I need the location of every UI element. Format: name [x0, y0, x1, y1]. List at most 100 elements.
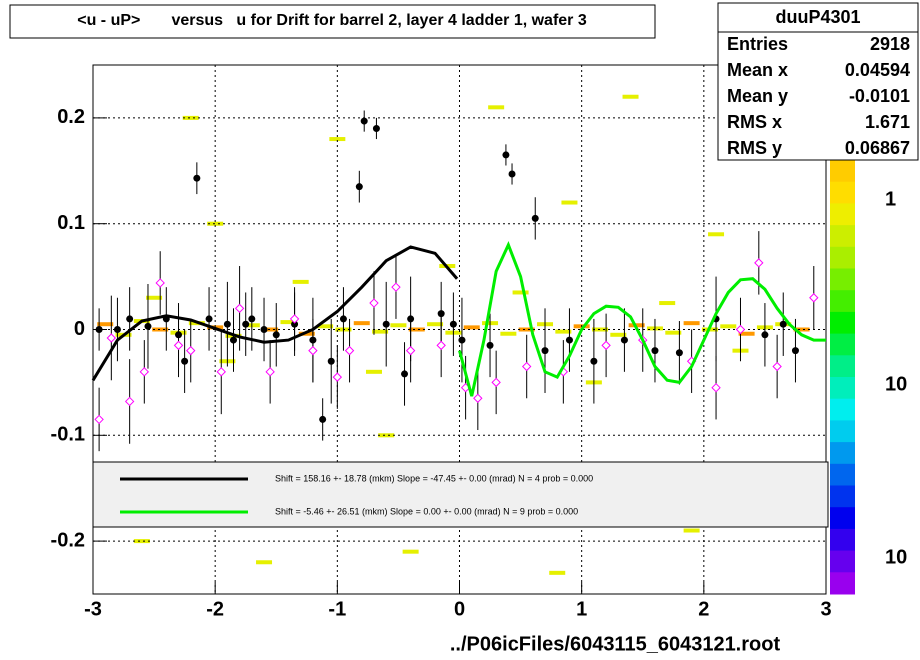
y-tick-label: -0.2	[51, 529, 85, 551]
stats-value: 0.04594	[845, 60, 910, 80]
histogram-cell	[659, 301, 676, 306]
histogram-cell	[182, 115, 199, 120]
data-point	[675, 349, 683, 357]
palette-cell	[830, 420, 855, 443]
histogram-cell	[561, 200, 578, 205]
histogram-cell	[207, 221, 224, 226]
data-point	[735, 324, 746, 335]
chart-title: <u - uP> versus u for Drift for barrel 2…	[77, 12, 587, 29]
data-point	[242, 320, 250, 328]
stats: Entries 2918 Mean x 0.04594 Mean y -0.0101 RMS…	[727, 34, 910, 158]
palette-cell	[830, 377, 855, 400]
histogram-cell	[262, 327, 279, 332]
palette-cell	[830, 355, 855, 378]
data-point	[229, 336, 237, 344]
palette-cell	[830, 290, 855, 313]
data-point	[181, 357, 189, 365]
data-point	[265, 367, 275, 377]
histogram-cell	[146, 295, 163, 300]
histogram-cell	[683, 528, 700, 533]
data-point	[391, 282, 401, 292]
stats-label: Entries	[727, 34, 788, 54]
histogram-cell	[549, 570, 566, 575]
data-point	[508, 170, 516, 178]
palette: 1 10 10	[830, 160, 907, 595]
stats-title: duuP4301	[775, 7, 860, 27]
x-tick-label: 0	[454, 598, 465, 620]
legend-label: Shift = 158.16 +- 18.78 (mkm) Slope = -4…	[275, 473, 593, 483]
histogram-cell	[317, 324, 334, 329]
x-tick-label: 2	[698, 598, 709, 620]
histogram-cell	[329, 137, 346, 142]
data-point	[761, 331, 769, 339]
histogram-cell	[402, 549, 419, 554]
data-point	[436, 340, 446, 351]
data-point	[486, 341, 494, 349]
palette-cell	[830, 507, 855, 530]
x-tick-label: 3	[820, 598, 831, 620]
histogram-cell	[738, 331, 755, 336]
histogram-cell	[133, 539, 150, 544]
data-point	[369, 298, 379, 308]
data-point	[289, 314, 300, 324]
palette-cell	[830, 528, 855, 552]
histogram-cell	[353, 321, 370, 326]
data-point	[651, 347, 659, 355]
data-point	[260, 326, 268, 333]
histogram-cell	[512, 290, 529, 295]
data-point	[401, 370, 409, 378]
data-point	[382, 320, 390, 328]
palette-cell	[830, 572, 855, 595]
histogram-cell	[463, 325, 480, 330]
y-tick-label: -0.1	[51, 424, 85, 446]
histogram-cell	[622, 94, 639, 99]
palette-cell	[830, 485, 855, 508]
data-point	[95, 326, 103, 333]
data-point	[327, 357, 335, 365]
palette-cell	[830, 311, 855, 335]
histogram-cell	[610, 332, 627, 337]
histogram-cell	[390, 323, 407, 328]
data-point	[308, 345, 318, 356]
palette-cell	[830, 268, 855, 291]
palette-cell	[830, 550, 855, 573]
palette-cell	[830, 333, 855, 356]
x-tick-label: 1	[576, 598, 587, 620]
data-point	[339, 315, 347, 323]
data-point	[565, 336, 573, 344]
data-point	[216, 367, 226, 377]
histogram-cell	[408, 327, 425, 332]
stats-value: 2918	[870, 34, 910, 54]
title-box	[9, 4, 656, 39]
histogram-cell	[488, 105, 505, 110]
histogram-cell	[152, 327, 169, 332]
histogram-cell	[518, 327, 535, 332]
palette-cell	[830, 398, 855, 421]
data-point	[144, 322, 152, 330]
legend: Shift = 158.16 +- 18.78 (mkm) Slope = -4…	[120, 473, 593, 516]
data-point	[319, 415, 327, 423]
palette-cell	[830, 442, 855, 465]
histogram-cell	[720, 324, 737, 329]
data-point	[126, 315, 134, 323]
palette-cell	[830, 181, 855, 204]
stats-label: RMS x	[727, 112, 782, 132]
histogram-cell	[280, 320, 297, 325]
fit-curve	[458, 241, 826, 397]
fit-curve	[91, 245, 459, 382]
histogram-cell	[555, 329, 572, 334]
stats-value: -0.0101	[849, 86, 910, 106]
y-tick-label: 0	[74, 318, 85, 340]
histogram-cell	[665, 330, 682, 335]
legend-label: Shift = -5.46 +- 26.51 (mkm) Slope = 0.0…	[275, 506, 578, 516]
histogram-cell	[500, 331, 517, 336]
data-point	[405, 345, 416, 356]
histogram-cell	[793, 327, 810, 332]
histogram-cell	[708, 232, 725, 237]
data-point	[332, 372, 343, 382]
data-point	[541, 347, 549, 355]
stats-box	[717, 2, 919, 161]
data-point	[502, 151, 510, 159]
data-point	[458, 336, 466, 344]
data-point	[94, 414, 104, 425]
